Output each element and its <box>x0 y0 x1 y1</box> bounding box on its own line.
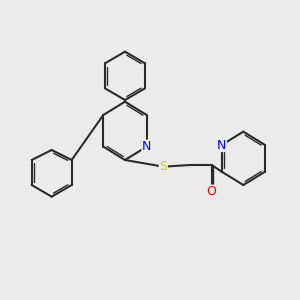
Text: N: N <box>142 140 152 153</box>
Text: N: N <box>217 139 226 152</box>
Text: O: O <box>207 185 217 198</box>
Text: S: S <box>159 160 167 173</box>
